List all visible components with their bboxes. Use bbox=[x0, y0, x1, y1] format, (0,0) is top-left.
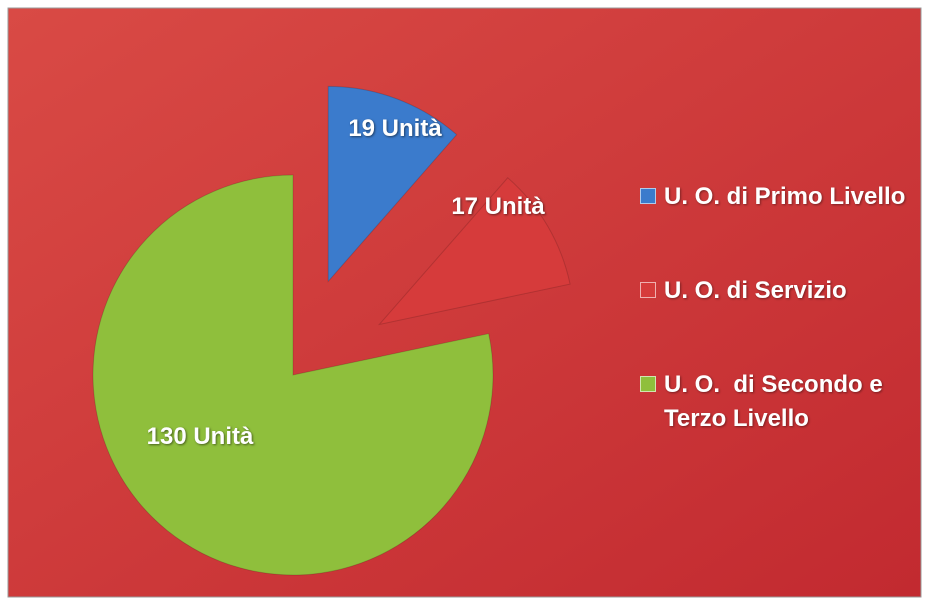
legend-label: U. O. di Servizio bbox=[664, 277, 847, 304]
legend-item: U. O. di Servizio bbox=[640, 274, 910, 308]
legend-swatch bbox=[640, 188, 656, 204]
legend-item: U. O. di Secondo e Terzo Livello bbox=[640, 368, 910, 436]
pie-slice bbox=[327, 85, 458, 283]
legend-label: U. O. di Secondo e Terzo Livello bbox=[664, 371, 890, 432]
legend-swatch bbox=[640, 376, 656, 392]
legend-swatch bbox=[640, 282, 656, 298]
data-label: 130 Unità bbox=[146, 423, 254, 450]
legend-label: U. O. di Primo Livello bbox=[664, 183, 906, 210]
data-label: 17 Unità bbox=[451, 193, 545, 220]
data-label: 19 Unità bbox=[348, 115, 442, 142]
pie-slice bbox=[92, 174, 494, 576]
pie-slice bbox=[377, 177, 571, 326]
legend-item: U. O. di Primo Livello bbox=[640, 180, 910, 214]
